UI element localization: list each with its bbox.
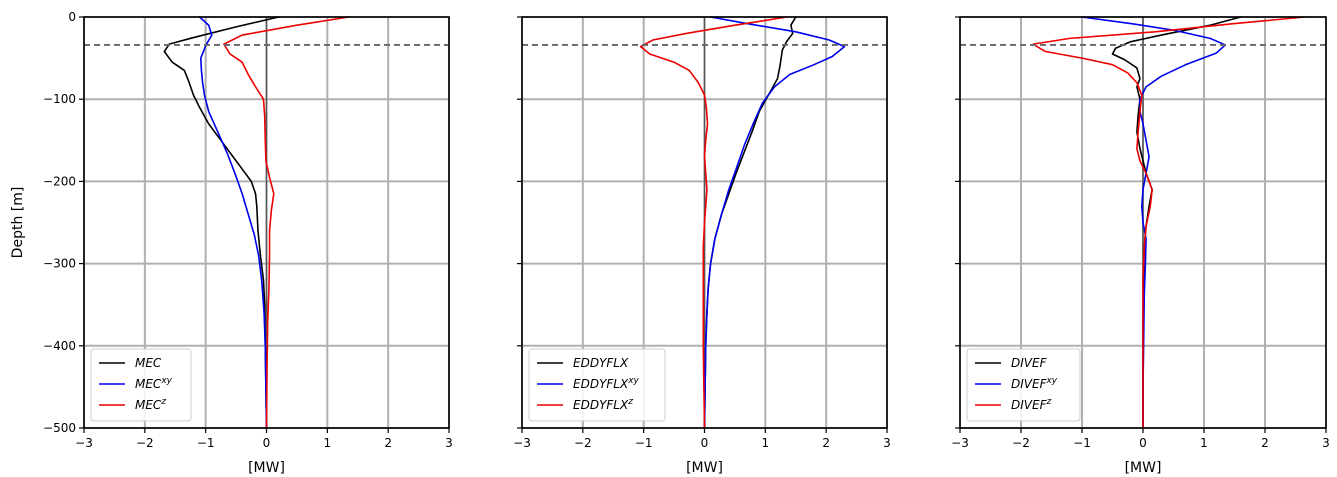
middle-x-axis-label: [MW] [686,460,723,476]
middle-x-tick-label-3: 0 [701,436,709,450]
middle-legend [528,348,666,422]
right-legend-label-1: DIVEFxy [1011,376,1058,391]
right-legend-label-2: DIVEFz [1011,397,1051,412]
middle-x-tick-label-6: 3 [883,436,891,450]
middle-x-tick-label-2: −1 [635,436,653,450]
left-series-line-0 [163,16,280,429]
right-series-line-1 [1081,16,1227,429]
left-y-tick-label-3: −300 [43,257,76,271]
left-legend-label-0: MEC [135,356,162,370]
left-legend-label-2: MECz [135,397,166,412]
right-series-line-0 [1111,16,1242,429]
left-x-tick-label-0: −3 [75,436,93,450]
left-y-tick-label-5: −500 [43,421,76,435]
left-y-axis-label: Depth [m] [10,187,26,259]
right-x-tick-label-3: 0 [1139,436,1147,450]
right-x-tick-label-4: 1 [1200,436,1208,450]
right-x-tick-label-6: 3 [1322,436,1330,450]
panel-middle: −3 −2 −1 0 1 2 3 [MW] EDDYFLX EDDYFLXxy EDDYFLXz [513,16,891,476]
middle-x-tick-label-5: 2 [822,436,830,450]
right-legend-label-0: DIVEF [1011,356,1048,370]
middle-series-line-1 [703,16,846,429]
panel-left: −3 −2 −1 0 1 2 3 0 −100 −200 −300 −400 −500 [MW] Depth… [10,10,453,476]
left-y-tick-label-4: −400 [43,339,76,353]
left-y-tick-label-1: −100 [43,92,76,106]
left-x-tick-label-5: 2 [384,436,392,450]
left-x-tick-label-2: −1 [197,436,215,450]
left-legend-label-1: MECxy [135,376,173,391]
right-x-axis-label: [MW] [1125,460,1162,476]
left-x-tick-label-1: −2 [136,436,154,450]
right-x-tick-label-5: 2 [1261,436,1269,450]
left-legend [90,348,192,422]
middle-series-line-0 [703,16,797,429]
middle-x-tick-label-4: 1 [762,436,770,450]
right-series-line-2 [1032,16,1306,429]
middle-legend-label-0: EDDYFLX [573,356,629,370]
right-legend [966,348,1081,422]
left-x-tick-label-4: 1 [324,436,332,450]
right-x-tick-label-1: −2 [1012,436,1030,450]
left-y-tick-label-2: −200 [43,174,76,188]
left-x-axis-label: [MW] [248,460,285,476]
left-series-line-2 [223,16,350,429]
middle-x-tick-label-1: −2 [574,436,592,450]
middle-legend-label-2: EDDYFLXz [573,397,633,412]
left-x-tick-label-3: 0 [263,436,271,450]
right-x-tick-label-2: −1 [1073,436,1091,450]
left-x-tick-label-6: 3 [445,436,453,450]
left-series-line-1 [198,16,268,429]
right-x-tick-label-0: −3 [951,436,969,450]
panel-right: −3 −2 −1 0 1 2 3 [MW] DIVEF DIVEFxy DIVEFz [951,16,1330,476]
middle-x-tick-label-0: −3 [513,436,531,450]
middle-legend-label-1: EDDYFLXxy [573,376,640,391]
left-y-tick-label-0: 0 [68,10,76,24]
